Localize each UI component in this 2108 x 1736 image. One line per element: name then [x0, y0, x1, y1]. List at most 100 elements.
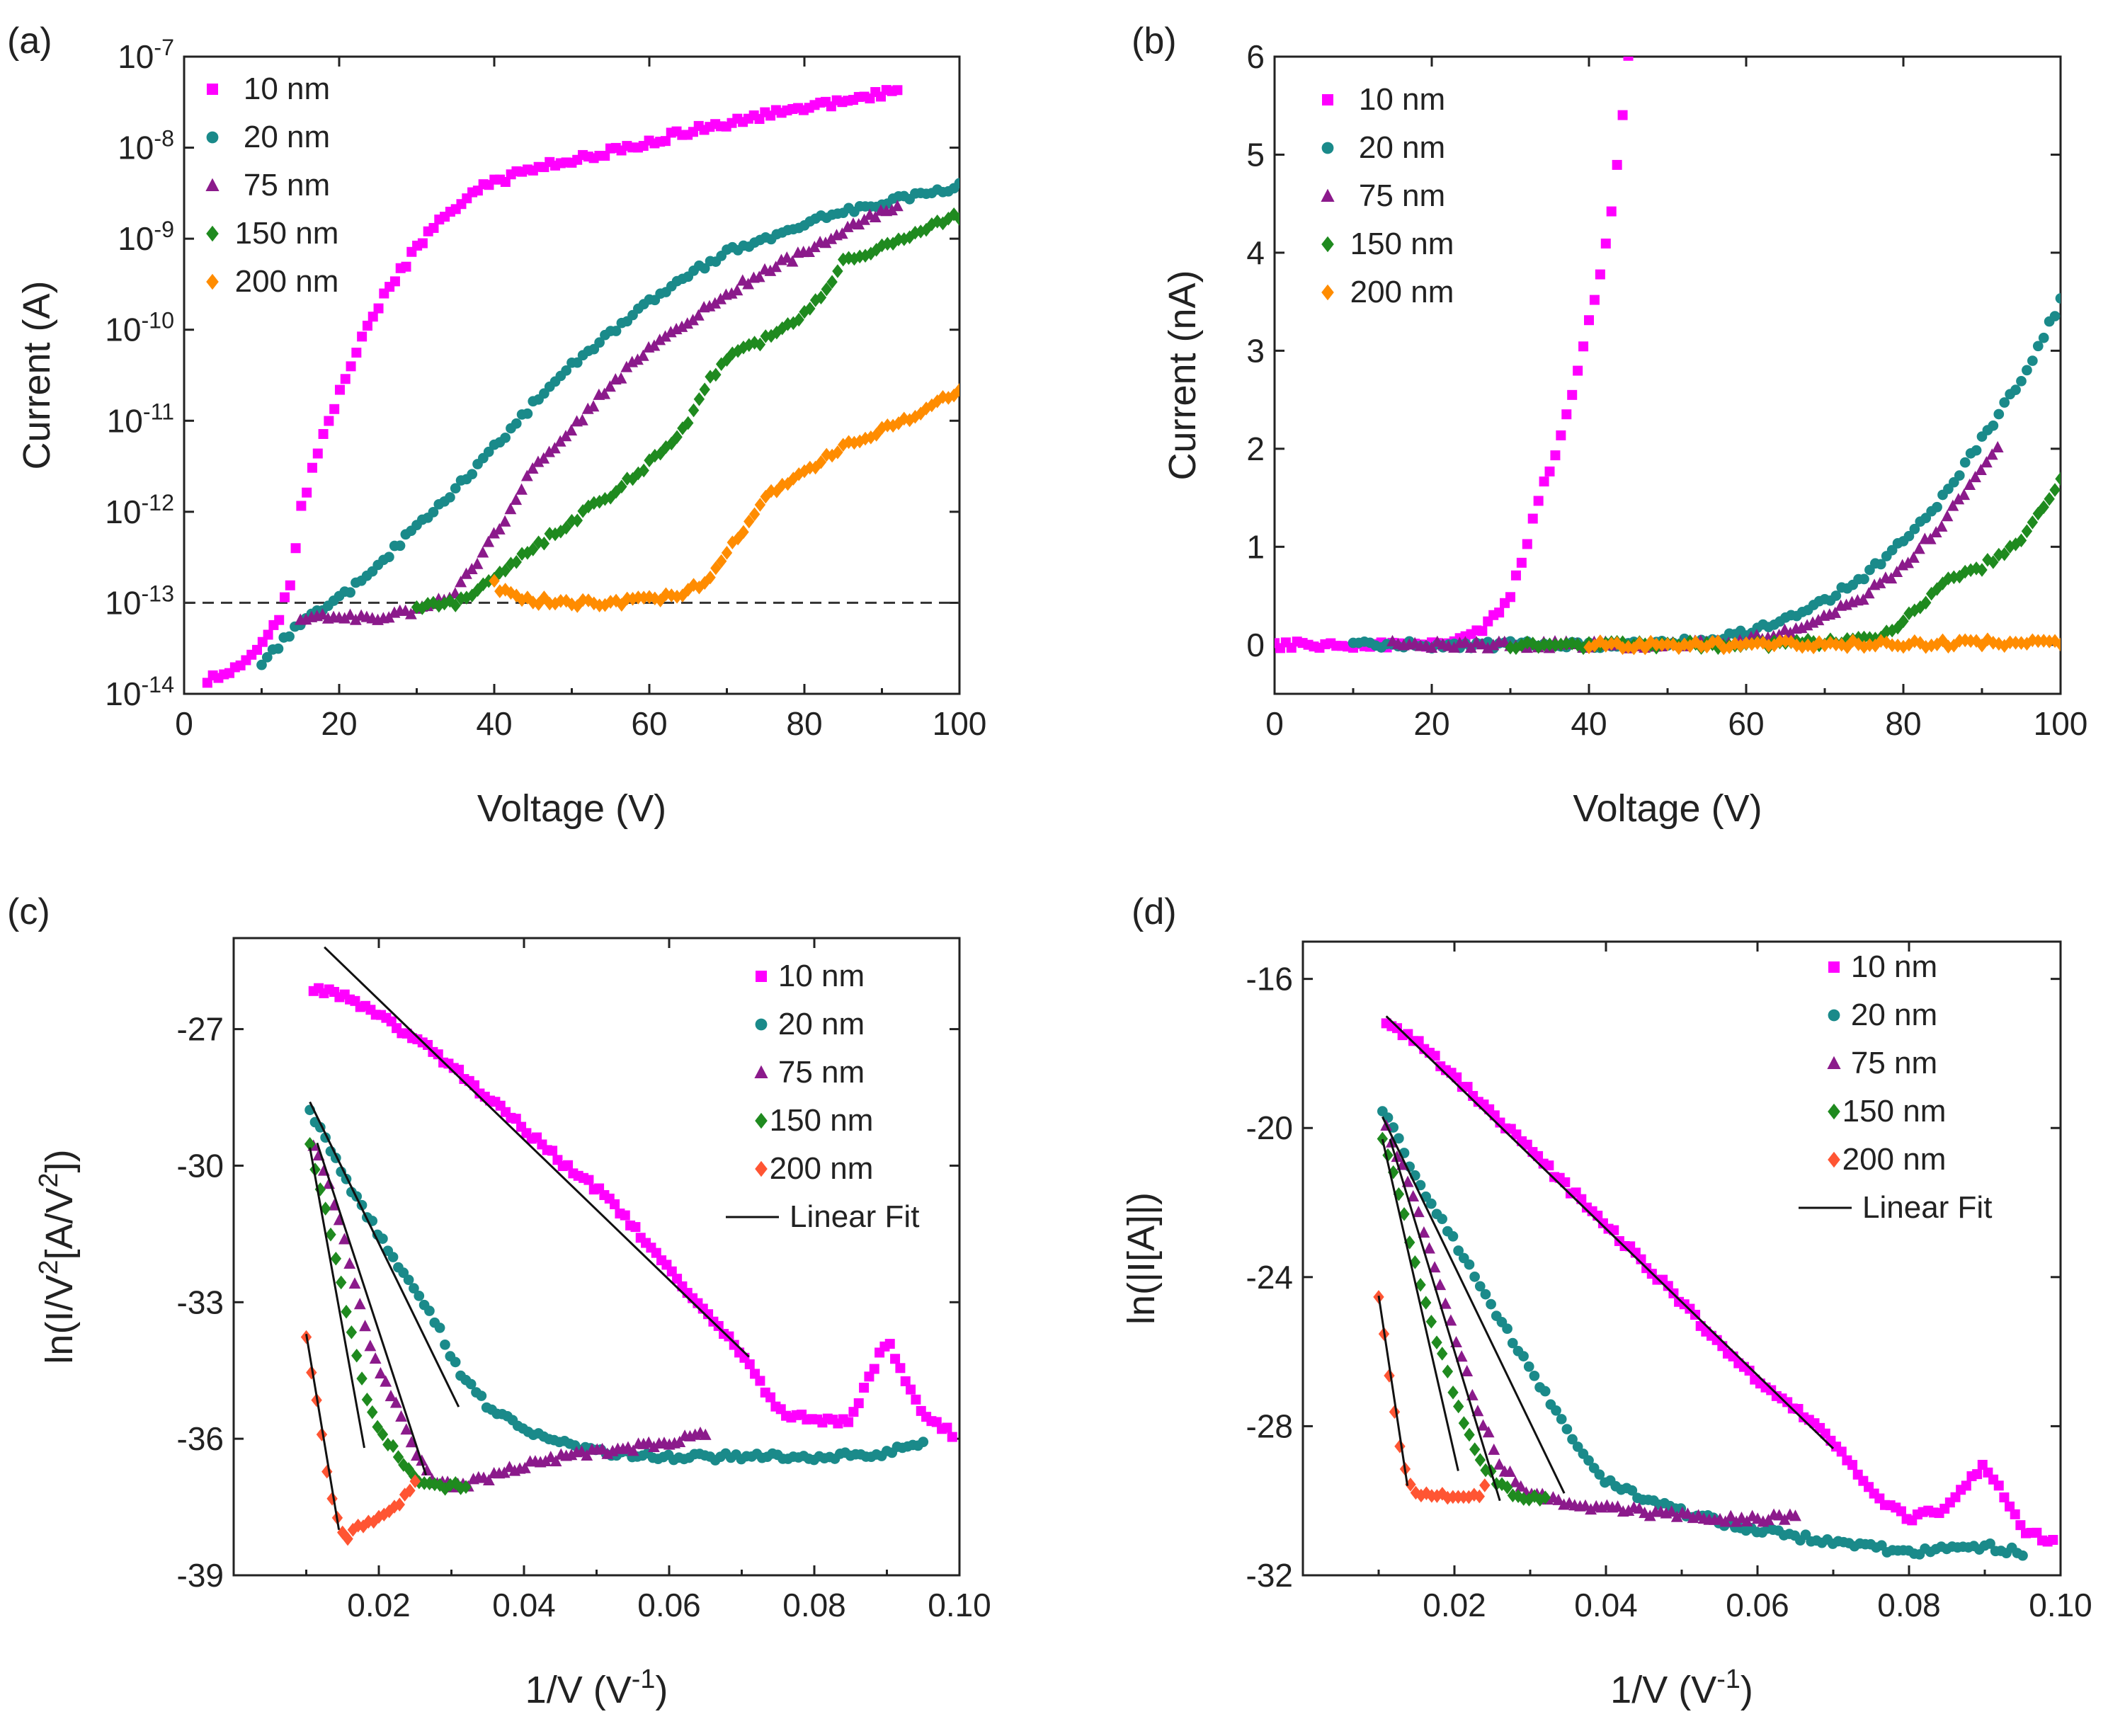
data-point: [548, 442, 561, 454]
legend: 10 nm 20 nm 75 nm 150 nm 200 nm Linear Fit: [726, 959, 919, 1234]
data-point: [1439, 1297, 1452, 1309]
legend-label: 200 nm: [1350, 275, 1454, 309]
data-point: [1585, 1503, 1597, 1515]
data-point: [1480, 1463, 1491, 1478]
y-tick-label: 1: [1246, 528, 1265, 565]
fit-line: [316, 1142, 428, 1476]
data-point: [367, 1405, 378, 1420]
x-tick-label: 80: [1885, 705, 1921, 742]
data-point: [1636, 1254, 1646, 1264]
legend-label: 75 nm: [1359, 178, 1445, 213]
data-point: [921, 222, 932, 237]
data-point: [765, 329, 777, 343]
data-point: [477, 577, 489, 592]
data-point: [499, 583, 511, 597]
data-point: [1920, 639, 1932, 654]
data-point: [1420, 1486, 1432, 1501]
data-point: [1954, 569, 1965, 584]
data-point: [848, 1407, 859, 1417]
data-point: [887, 236, 899, 251]
data-point: [1550, 450, 1561, 461]
data-point: [2027, 515, 2039, 530]
data-point: [921, 401, 932, 416]
x-axis-title: Voltage (V): [477, 787, 666, 830]
series-75-nm: [307, 1139, 712, 1492]
data-point: [394, 1497, 405, 1512]
data-point: [876, 238, 888, 253]
legend: 10 nm 20 nm 75 nm 150 nm 200 nm Linear Fit: [1799, 949, 1992, 1225]
data-point: [1976, 563, 1988, 577]
data-point: [854, 249, 865, 264]
data-point: [1393, 1133, 1404, 1144]
data-point: [344, 608, 356, 620]
data-point: [687, 314, 699, 326]
data-point: [738, 341, 749, 355]
plot-area: [1373, 1015, 2058, 1561]
data-point: [598, 387, 611, 399]
data-point: [900, 1376, 911, 1386]
data-point: [2055, 293, 2061, 304]
data-point: [1875, 559, 1886, 570]
x-tick-label: 0.08: [1877, 1587, 1941, 1623]
data-point: [1437, 1214, 1447, 1225]
data-point: [1724, 640, 1735, 654]
data-point: [1937, 633, 1949, 648]
data-point: [699, 382, 710, 396]
data-point: [307, 462, 317, 473]
y-axis-title: ln(|I[A]|): [1120, 1192, 1163, 1325]
data-point: [1384, 1369, 1395, 1383]
data-point: [826, 448, 838, 463]
data-point: [357, 331, 368, 342]
data-point: [1447, 1385, 1459, 1400]
data-point: [2032, 506, 2044, 521]
data-point: [1412, 1206, 1425, 1218]
data-point: [1461, 1364, 1474, 1376]
data-point: [1920, 595, 1932, 610]
fit-line: [1377, 1295, 1409, 1486]
data-point: [1623, 57, 1634, 61]
fit-line: [1389, 1138, 1501, 1502]
data-point: [1437, 1347, 1448, 1361]
data-point: [864, 1371, 874, 1382]
data-point: [1752, 636, 1763, 650]
data-point: [1560, 1177, 1571, 1187]
data-point: [2010, 384, 2021, 395]
data-point: [477, 546, 489, 558]
data-point: [1479, 1478, 1491, 1492]
data-point: [853, 218, 865, 230]
data-point: [1859, 573, 1869, 585]
y-tick-label: 0: [1246, 627, 1265, 663]
data-point: [1551, 1405, 1561, 1416]
data-point: [654, 333, 666, 346]
data-point: [1561, 409, 1572, 420]
data-point: [786, 255, 799, 267]
data-point: [648, 1440, 660, 1452]
data-point: [274, 615, 285, 625]
y-tick-label: -28: [1246, 1407, 1293, 1444]
legend-label: 150 nm: [770, 1103, 874, 1138]
data-point: [414, 1290, 425, 1301]
legend-marker: [205, 178, 220, 191]
data-point: [799, 464, 810, 479]
data-point: [290, 543, 301, 554]
data-point: [346, 1325, 358, 1340]
data-point: [445, 1478, 456, 1492]
y-tick-label: 10-10: [105, 308, 174, 348]
data-point: [563, 1160, 574, 1170]
data-point: [1662, 637, 1673, 651]
y-tick-label: -20: [1246, 1109, 1293, 1146]
data-point: [1999, 547, 2010, 561]
data-point: [351, 1348, 363, 1363]
data-point: [1453, 1245, 1464, 1256]
data-point: [422, 597, 433, 611]
data-point: [638, 463, 649, 478]
data-point: [906, 1384, 916, 1395]
data-point: [467, 588, 478, 603]
data-point: [1504, 1465, 1516, 1477]
data-point: [500, 176, 511, 187]
data-point: [1529, 1489, 1540, 1504]
data-point: [672, 1274, 683, 1284]
x-tick-label: 60: [631, 705, 667, 742]
data-point: [382, 611, 395, 623]
legend-label: 150 nm: [235, 216, 339, 251]
